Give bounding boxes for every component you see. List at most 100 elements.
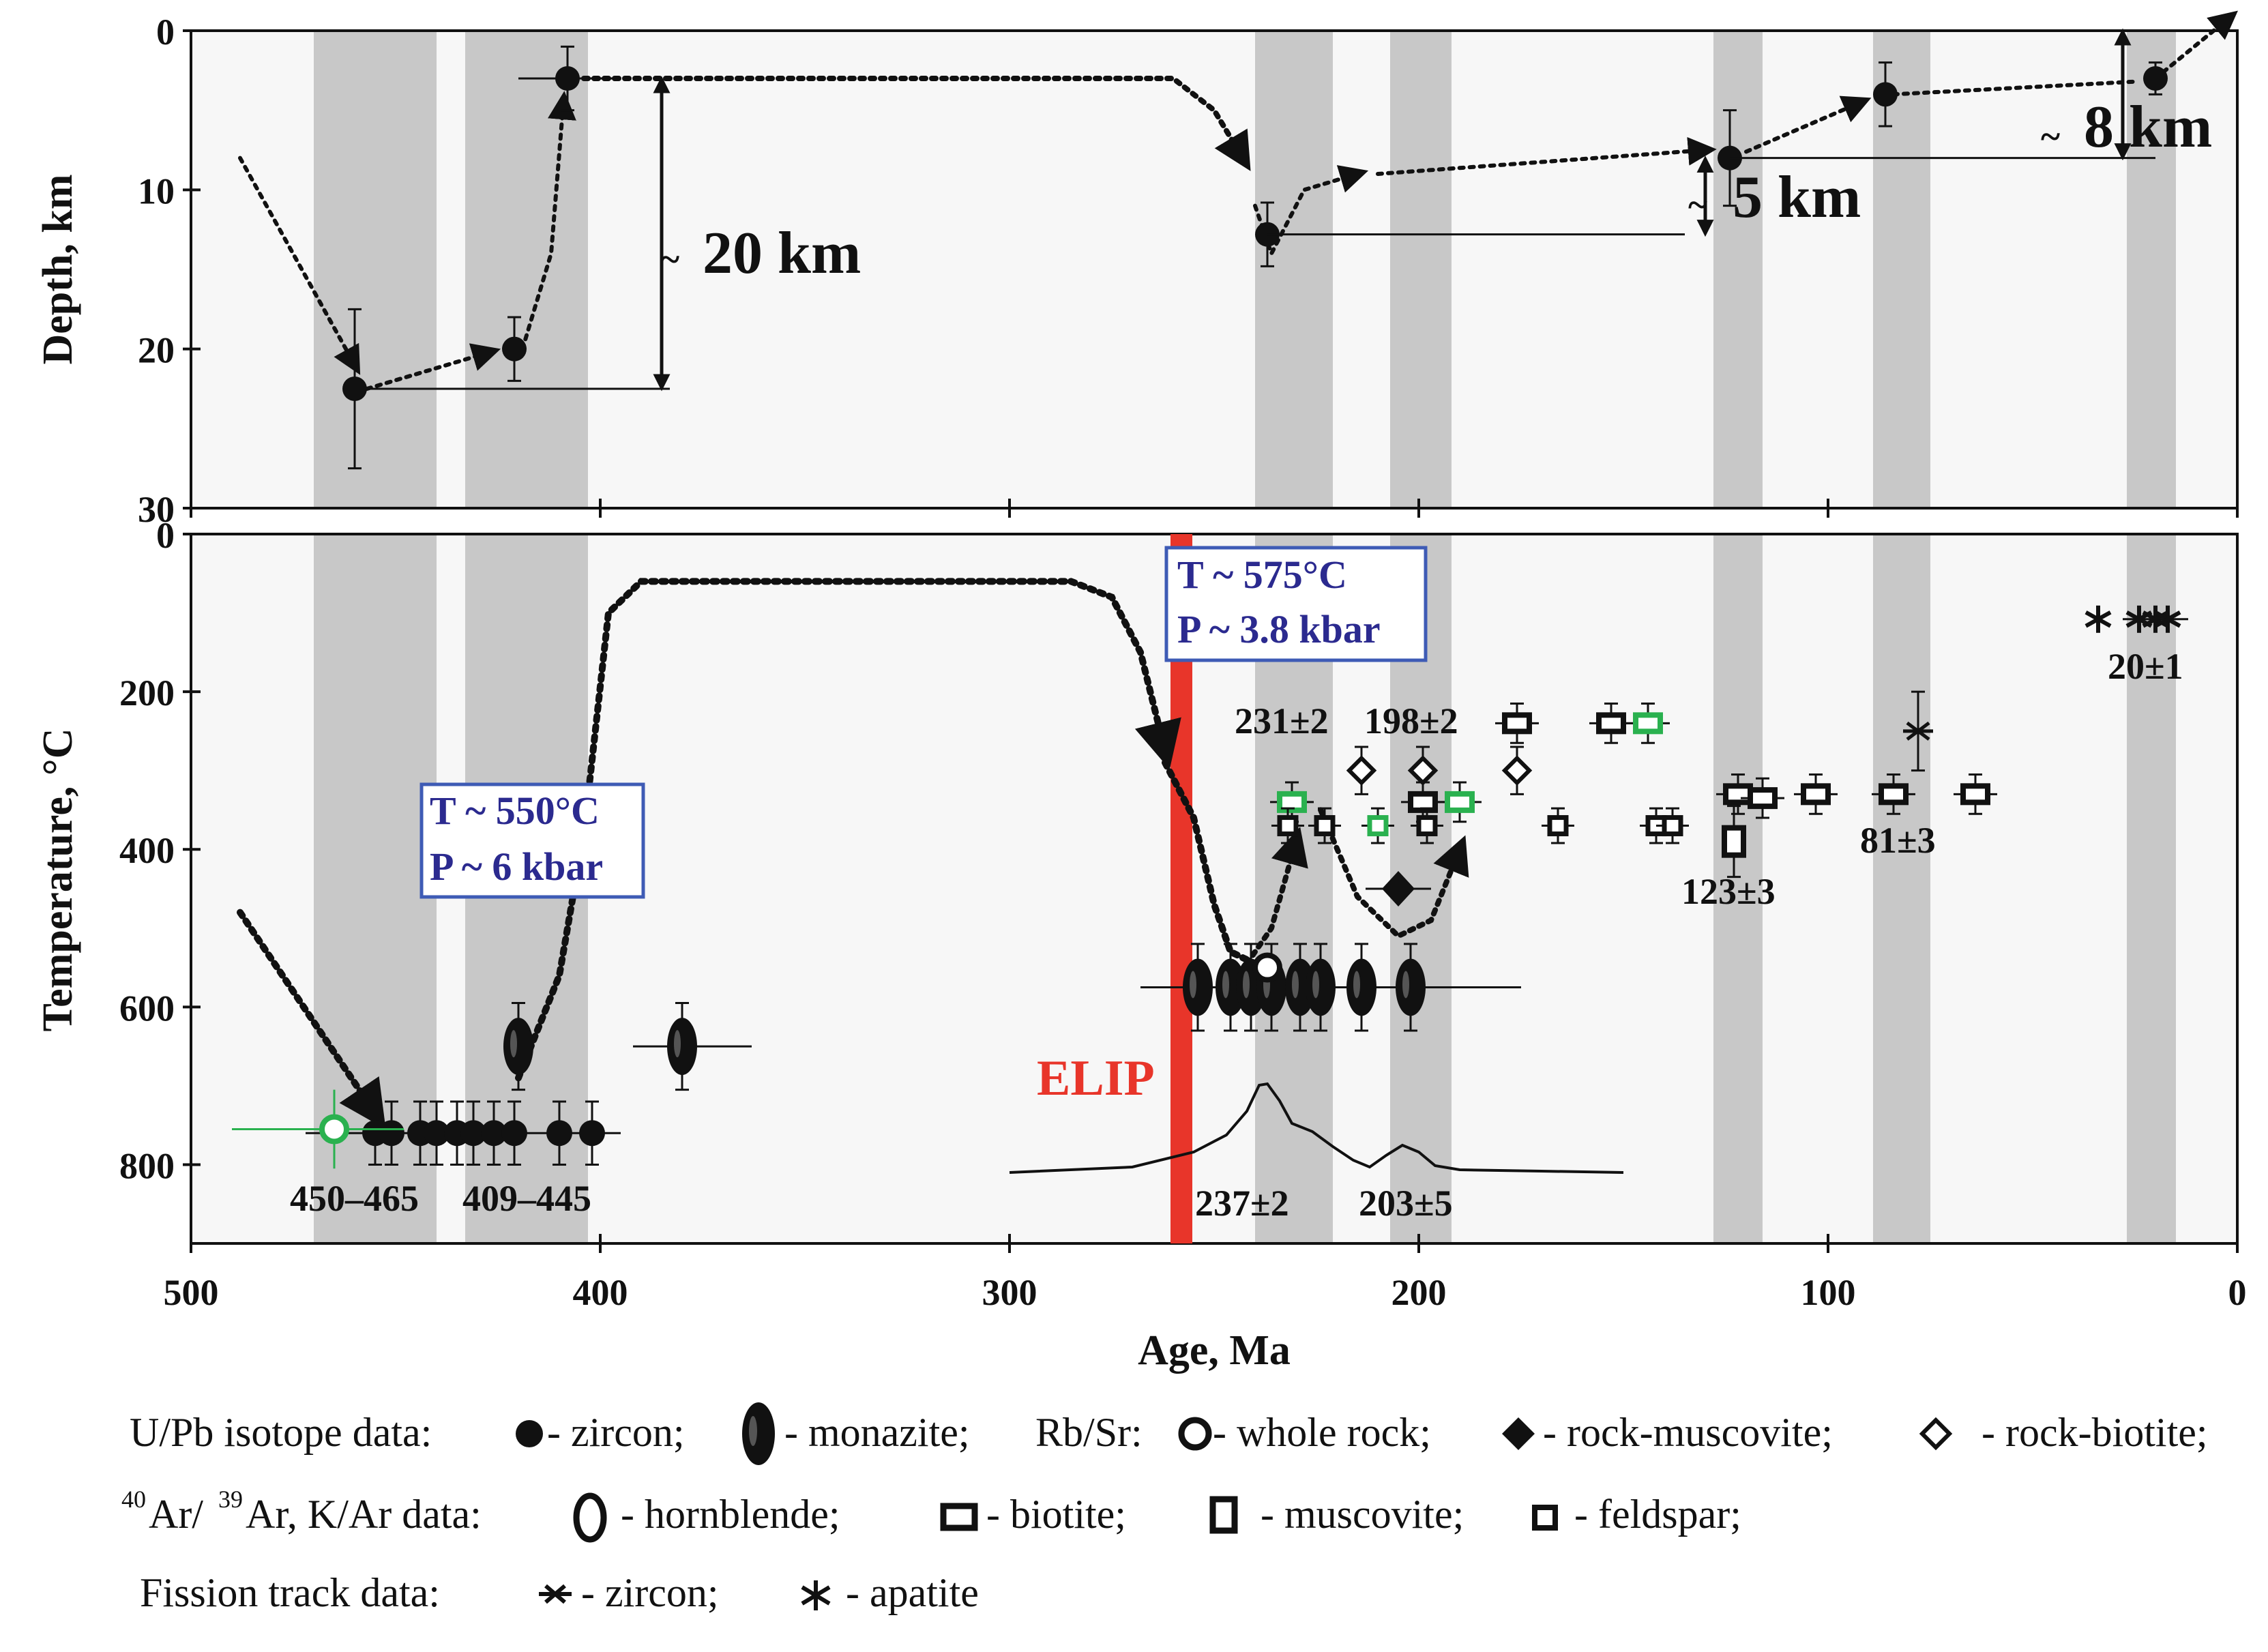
depth-tick-label-10: 10: [138, 171, 175, 211]
tilde-5km: ~: [1688, 184, 1707, 225]
legend-ft-zircon: - zircon;: [581, 1570, 719, 1615]
tilde-20km: ~: [660, 239, 679, 280]
legend-ar-prefix: Ar/: [149, 1492, 203, 1537]
rock-biotite-point-2: [1501, 755, 1533, 786]
legend-sup40: 40: [121, 1486, 146, 1513]
depth-annotation-20km: ~ 20 km: [660, 220, 861, 286]
rock-biotite-point-0: [1346, 755, 1377, 786]
legend-rock-biotite: - rock-biotite;: [1982, 1410, 2208, 1455]
age-label-203: 203±5: [1359, 1183, 1453, 1224]
x-tick-label-0: 0: [2228, 1272, 2247, 1313]
legend-zircon: - zircon;: [547, 1410, 685, 1455]
legend-hornblende: - hornblende;: [621, 1492, 840, 1537]
monazite-point-9: [1396, 958, 1426, 1016]
pt-box-1-T: T ~ 550°C: [430, 788, 600, 833]
temp-tick-label-0: 0: [156, 515, 175, 556]
label-20km: 20 km: [703, 220, 861, 286]
pt-box-1: T ~ 550°C P ~ 6 kbar: [419, 782, 645, 899]
age-label-198: 198±2: [1364, 700, 1458, 741]
temp-path-5: [1318, 807, 1469, 940]
age-label-409-445: 409–445: [462, 1178, 591, 1219]
age-label-20: 20±1: [2108, 646, 2183, 687]
x-tick-label-200: 200: [1391, 1272, 1447, 1313]
age-label-81: 81±3: [1860, 820, 1936, 861]
band-depth-0: [314, 31, 437, 508]
x-tick-label-100: 100: [1801, 1272, 1856, 1313]
depth-annotation-8km: ~ 8 km: [2041, 94, 2212, 160]
legend-monazite: - monazite;: [784, 1410, 970, 1455]
legend-feldspar-symbol: [1532, 1505, 1558, 1531]
monazite-highlight-0: [510, 1030, 517, 1058]
depth-path-7: [1744, 95, 1872, 154]
temp-path-1: [237, 909, 386, 1130]
x-tick-label-500: 500: [164, 1272, 219, 1313]
legend-whole-rock: - whole rock;: [1213, 1410, 1431, 1455]
biotite-point-3: [1502, 712, 1532, 735]
age-label-450-465: 450–465: [290, 1178, 419, 1219]
depth-tick-label-30: 30: [138, 489, 175, 530]
monazite-highlight-4: [1243, 971, 1250, 999]
band-temp-5: [1873, 534, 1930, 1243]
depth-point-1: [502, 336, 527, 362]
band-depth-3: [1390, 31, 1452, 508]
temp-path-2: [515, 578, 1181, 1082]
tilde-8km: ~: [2041, 116, 2060, 157]
age-label-231: 231±2: [1235, 700, 1329, 741]
legend-monazite-highlight: [749, 1416, 757, 1446]
x-tick-label-400: 400: [573, 1272, 628, 1313]
temperature-panel-frame: [190, 533, 2239, 1245]
monazite-point-1: [667, 1018, 697, 1076]
legend-ft-zircon-symbol: [539, 1584, 572, 1604]
band-depth-1: [465, 31, 588, 508]
legend-ft-apatite-symbol: [801, 1580, 831, 1610]
monazite-point-7: [1306, 958, 1336, 1016]
x-axis-title: Age, Ma: [1138, 1327, 1291, 1374]
depth-path-2: [365, 343, 501, 391]
monazite-highlight-1: [674, 1030, 681, 1058]
biotite-point-6: [1723, 783, 1753, 806]
biotite-point-9: [1879, 783, 1909, 806]
pt-box-2-T: T ~ 575°C: [1177, 552, 1347, 597]
legend-hornblende-symbol: [573, 1492, 607, 1543]
temp-tick-label-400: 400: [119, 830, 175, 871]
legend-zircon-symbol: [516, 1420, 543, 1447]
depth-tick-label-20: 20: [138, 330, 175, 371]
depth-path-6: [1376, 136, 1717, 176]
zircon-point-9: [579, 1120, 605, 1147]
label-8km: 8 km: [2084, 94, 2212, 160]
monazite-highlight-6: [1292, 971, 1299, 999]
monazite-highlight-7: [1312, 971, 1319, 999]
legend-rock-biotite-symbol: [1919, 1417, 1953, 1451]
biotite-point-2: [1445, 791, 1475, 813]
pt-box-1-P: P ~ 6 kbar: [430, 844, 603, 889]
monazite-point-2: [1183, 958, 1213, 1016]
biotite-point-5: [1633, 712, 1663, 735]
legend-rock-muscovite-symbol: [1502, 1417, 1535, 1450]
legend-sup39: 39: [218, 1486, 243, 1513]
temp-path-4: [1244, 827, 1308, 967]
depth-path-8: [1891, 79, 2137, 97]
depth-panel-frame: [190, 29, 2239, 510]
depth-path-4: [581, 76, 1251, 171]
legend-rock-muscovite: - rock-muscovite;: [1543, 1410, 1833, 1455]
monazite-point-0: [503, 1018, 533, 1076]
temperature-axis-title: Temperature, °C: [35, 728, 81, 1032]
biotite-point-4: [1596, 712, 1626, 735]
band-depth-5: [1873, 31, 1930, 508]
depth-path-1: [238, 156, 361, 375]
zircon-point-5: [460, 1120, 486, 1147]
monazite-highlight-2: [1190, 971, 1196, 999]
depth-annotation-5km: ~ 5 km: [1688, 164, 1861, 231]
legend: U/Pb isotope data: - zircon; - monazite;…: [121, 1402, 2208, 1615]
biotite-point-8: [1801, 783, 1831, 806]
legend-ar-suffix: Ar, K/Ar data:: [246, 1492, 482, 1537]
feldspar-point-4: [1547, 815, 1569, 837]
whole-rock-point-1: [1252, 952, 1282, 983]
zircon-point-7: [501, 1120, 527, 1147]
legend-upb: U/Pb isotope data:: [130, 1410, 432, 1455]
band-depth-6: [2127, 31, 2176, 508]
evolution-paths: [237, 10, 2238, 1130]
legend-muscovite-symbol: [1209, 1496, 1238, 1534]
legend-monazite-symbol: [742, 1402, 775, 1465]
